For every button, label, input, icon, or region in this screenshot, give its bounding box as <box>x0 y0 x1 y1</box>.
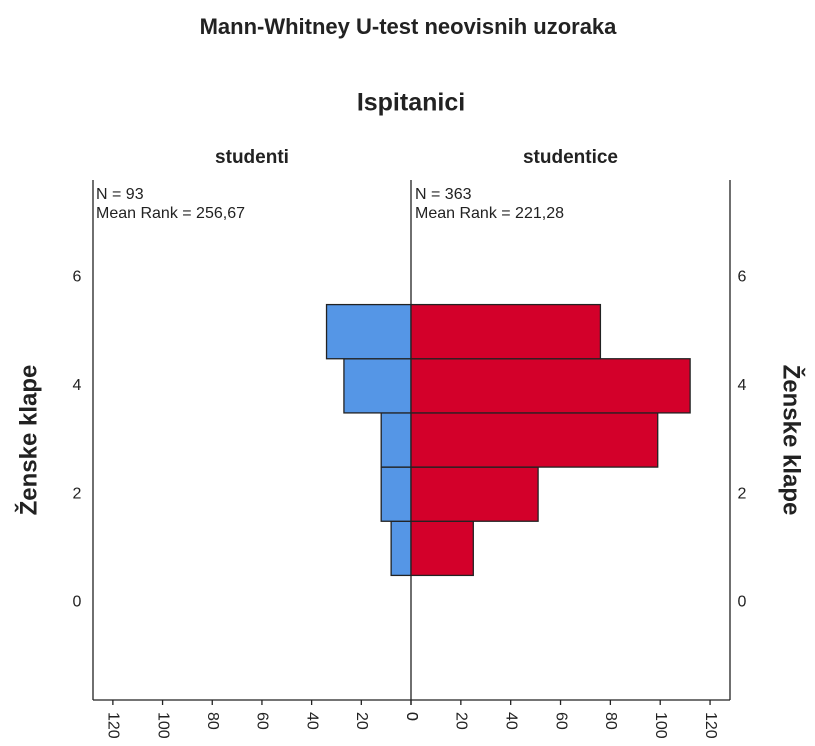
x-tick-label: 40 <box>303 712 320 730</box>
y-tick-label: 0 <box>73 594 82 611</box>
x-tick-label: 20 <box>353 712 370 730</box>
annotation: N = 363 <box>415 186 472 203</box>
y-tick-label: 2 <box>73 485 82 502</box>
annotation: Mean Rank = 256,67 <box>96 205 245 222</box>
x-tick-label: 0 <box>403 712 420 721</box>
y-tick-label: 4 <box>73 377 82 394</box>
annotation: N = 93 <box>96 186 144 203</box>
x-tick-label: 40 <box>502 712 519 730</box>
x-tick-label: 0 <box>403 712 420 721</box>
x-tick-label: 20 <box>453 712 470 730</box>
x-tick-label: 60 <box>254 712 271 730</box>
y-axis-label: Ženske klape <box>778 365 806 516</box>
annotation: Mean Rank = 221,28 <box>415 205 564 222</box>
bar <box>410 358 691 414</box>
bar <box>410 466 539 522</box>
bar <box>410 303 602 360</box>
x-tick-label: 120 <box>702 712 719 739</box>
y-tick-label: 6 <box>738 269 747 286</box>
x-tick-label: 100 <box>154 712 171 739</box>
chart-title: Mann-Whitney U-test neovisnih uzoraka <box>200 14 618 39</box>
x-tick-label: 80 <box>204 712 221 730</box>
x-tick-label: 60 <box>552 712 569 730</box>
y-tick-label: 2 <box>738 485 747 502</box>
y-tick-label: 6 <box>73 269 82 286</box>
chart-subtitle: Ispitanici <box>357 89 465 117</box>
panel-label: studenti <box>215 147 289 168</box>
bar <box>390 520 412 577</box>
bar <box>380 412 412 468</box>
y-tick-label: 4 <box>738 377 747 394</box>
bar <box>325 303 412 360</box>
bar <box>410 520 474 577</box>
bar <box>380 466 412 522</box>
y-axis-label: Ženske klape <box>14 365 42 516</box>
bar <box>410 412 659 468</box>
panel-label: studentice <box>523 147 618 168</box>
x-tick-label: 80 <box>602 712 619 730</box>
bar <box>343 358 412 414</box>
x-tick-label: 120 <box>105 712 122 739</box>
x-tick-label: 100 <box>652 712 669 739</box>
y-tick-label: 0 <box>738 594 747 611</box>
